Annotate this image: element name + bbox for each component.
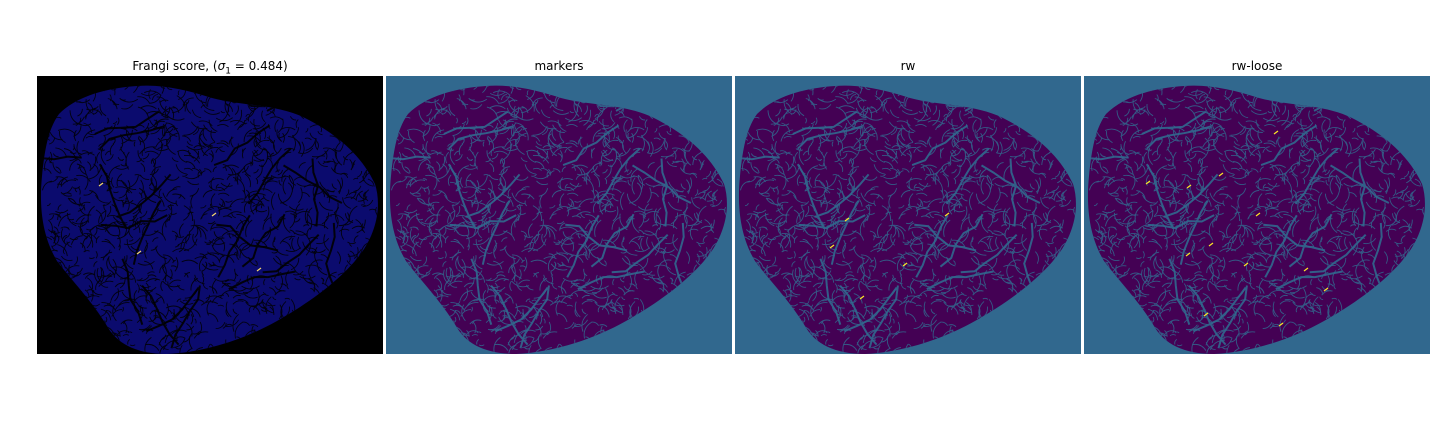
highlight-mark xyxy=(1185,252,1191,257)
highlight-mark xyxy=(1323,287,1329,292)
highlight-mark xyxy=(859,295,865,300)
vessel-image-svg xyxy=(37,76,383,354)
tissue-region xyxy=(389,85,727,354)
highlight-mark xyxy=(1278,322,1284,327)
highlight-mark xyxy=(256,267,262,272)
highlight-mark xyxy=(902,262,908,267)
tissue-region xyxy=(738,85,1076,354)
highlight-mark xyxy=(136,250,142,255)
highlight-mark xyxy=(844,217,850,222)
panel-title-frangi: Frangi score, (σ1 = 0.484) xyxy=(37,58,383,79)
highlight-mark xyxy=(1218,172,1224,177)
panel-markers: markers xyxy=(386,0,732,432)
title-sigma: σ xyxy=(217,59,226,73)
highlight-mark xyxy=(1255,212,1261,217)
image-rw xyxy=(735,76,1081,354)
title-suffix: = 0.484) xyxy=(230,59,288,73)
image-rw-loose xyxy=(1084,76,1430,354)
tissue-region xyxy=(40,85,378,354)
panel-rw: rw xyxy=(735,0,1081,432)
highlight-mark xyxy=(1243,262,1249,267)
vessel-image-svg xyxy=(1084,76,1430,354)
title-prefix: Frangi score, ( xyxy=(132,59,218,73)
image-frangi xyxy=(37,76,383,354)
panel-rw-loose: rw-loose xyxy=(1084,0,1430,432)
highlight-mark xyxy=(1145,180,1151,185)
tissue-region xyxy=(1087,85,1425,354)
image-markers xyxy=(386,76,732,354)
title-subscript: 1 xyxy=(225,66,231,77)
vessel-image-svg xyxy=(386,76,732,354)
highlight-mark xyxy=(1203,312,1209,317)
vessel-image-svg xyxy=(735,76,1081,354)
panel-title-rw-loose: rw-loose xyxy=(1231,59,1283,73)
panel-title-rw: rw xyxy=(900,59,916,73)
highlight-mark xyxy=(1208,242,1214,247)
highlight-mark xyxy=(211,212,217,217)
panel-title-markers: markers xyxy=(534,59,584,73)
highlight-mark xyxy=(1186,184,1192,189)
highlight-mark xyxy=(1273,130,1279,135)
highlight-mark xyxy=(98,182,104,187)
highlight-mark xyxy=(829,244,835,249)
highlight-mark xyxy=(944,212,950,217)
panel-frangi: Frangi score, (σ1 = 0.484) xyxy=(37,0,383,432)
highlight-mark xyxy=(1303,267,1309,272)
